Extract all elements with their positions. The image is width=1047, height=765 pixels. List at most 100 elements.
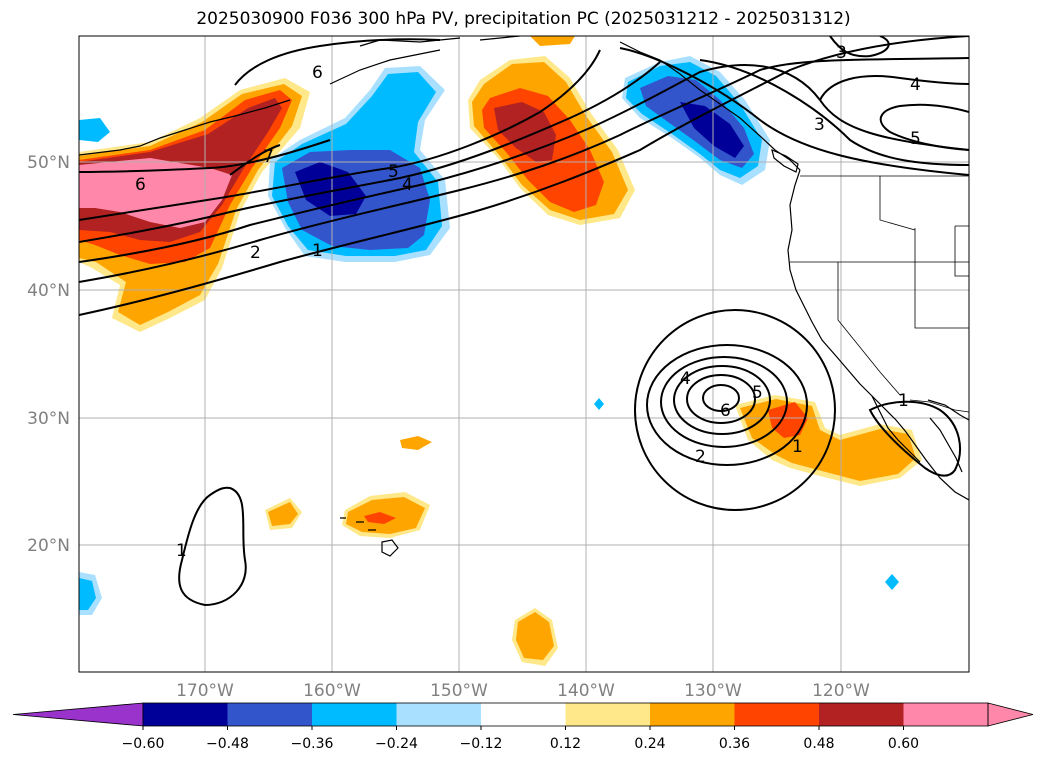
latitude-labels: 50°N 40°N 30°N 20°N (27, 153, 70, 556)
pv-contour-labels: 6 7 6 2 1 5 4 3 4 5 3 4 5 6 2 1 1 1 (135, 43, 921, 561)
lat-label-40n: 40°N (27, 281, 70, 301)
hawaii-big-island (381, 539, 399, 557)
pv-contour-1-main (79, 36, 969, 316)
colorbar-segment (734, 703, 820, 726)
top-positive-sliver (530, 36, 575, 46)
lon-label-130w: 130°W (684, 681, 742, 701)
northeast-negative-region-l4 (680, 102, 744, 158)
lat-label-50n: 50°N (27, 153, 70, 173)
contour-label-17: 1 (176, 541, 187, 561)
colorbar-tick-label: −0.24 (375, 736, 418, 752)
small-positive-blob-1 (400, 436, 432, 450)
us-mexico-border (909, 399, 969, 413)
cutoff-ring-6 (702, 384, 740, 412)
contour-label-15: 1 (792, 437, 803, 457)
pv-contour-6-north (234, 38, 441, 86)
pv-contour-southwest (178, 486, 247, 607)
cutoff-ring-2 (646, 344, 808, 466)
pv-contour-high-east (829, 36, 890, 58)
longitude-labels: 170°W 160°W 150°W 140°W 130°W 120°W (176, 681, 870, 701)
colorbar-segment (819, 703, 904, 726)
colorbar-segment (565, 703, 651, 726)
colorbar-tick-label: −0.48 (206, 736, 249, 752)
contour-label-7: 3 (836, 43, 847, 63)
contour-label-0: 6 (312, 63, 323, 83)
colorbar: −0.60 −0.48 −0.36 −0.24 −0.12 0.12 0.24 0.36 0.4… (12, 702, 1034, 752)
contour-label-6: 4 (402, 175, 413, 195)
colorbar-tick-label: 0.60 (888, 736, 919, 752)
colorbar-segment (481, 703, 566, 726)
small-positive-blob-2b (268, 502, 298, 526)
contour-label-8: 4 (910, 75, 921, 95)
colorbar-tick-label: 0.24 (634, 736, 665, 752)
colorbar-segment (143, 703, 228, 726)
pv-contour-6-main (79, 139, 331, 176)
lon-label-120w: 120°W (812, 681, 870, 701)
west-negative-blob (79, 118, 110, 142)
contour-label-5: 5 (388, 162, 399, 182)
southern-positive-region-l3 (768, 402, 808, 438)
positive-anomaly-shading (79, 36, 922, 666)
pv-contour-baja (868, 400, 961, 477)
contour-label-13: 6 (720, 401, 731, 421)
cutoff-ring-3 (660, 356, 788, 448)
colorbar-segment (903, 703, 989, 726)
contour-label-3: 2 (250, 243, 261, 263)
pv-contour-2-main (79, 57, 969, 283)
cutoff-ring-5 (686, 374, 756, 424)
map-panel: 6 7 6 2 1 5 4 3 4 5 3 4 5 6 2 1 1 1 (79, 36, 969, 672)
colorbar-segment (312, 703, 397, 726)
colorbar-tick-label: −0.36 (291, 736, 334, 752)
colorbar-segment (227, 703, 313, 726)
colorbar-tick-label: 0.12 (550, 736, 581, 752)
state-borders (790, 176, 969, 396)
alaska-aleutian-coast (79, 36, 521, 156)
southwest-negative-blob-l2 (79, 578, 96, 610)
contour-label-16: 1 (898, 391, 909, 411)
contour-label-4: 1 (312, 241, 323, 261)
contour-label-10: 3 (814, 115, 825, 135)
contour-label-1: 7 (263, 147, 274, 167)
colorbar-extend-low (12, 702, 144, 727)
vancouver-island (771, 148, 799, 173)
hawaii-islands (340, 517, 376, 531)
map-frame (78, 35, 970, 673)
pv-contours (79, 36, 969, 607)
cutoff-ring-4 (673, 365, 771, 435)
colorbar-tick-label: −0.12 (460, 736, 503, 752)
colorbar-extend-high (987, 702, 1034, 727)
lon-label-140w: 140°W (557, 681, 615, 701)
south-positive-blob-l2 (516, 612, 554, 660)
cutoff-ring-1 (634, 309, 836, 511)
lon-label-170w: 170°W (176, 681, 234, 701)
north-america-west-coast (787, 169, 969, 501)
western-positive-region-l5 (79, 158, 232, 228)
colorbar-segment (396, 703, 482, 726)
contour-label-14: 2 (695, 447, 706, 467)
colorbar-tick-label: −0.60 (122, 736, 165, 752)
lat-label-30n: 30°N (27, 409, 70, 429)
negative-anomaly-shading (79, 56, 899, 615)
hawaii-positive-blob-l3 (364, 512, 396, 524)
colorbar-tick-label: 0.48 (803, 736, 834, 752)
pv-contour-5-east (879, 103, 969, 151)
gulf-coast-mainland (927, 399, 969, 421)
pv-contour-5-main (79, 47, 969, 221)
contour-label-9: 5 (910, 129, 921, 149)
lon-label-160w: 160°W (303, 681, 361, 701)
pv-contour-4-main (79, 59, 969, 243)
contour-label-12: 5 (752, 383, 763, 403)
contour-label-2: 6 (135, 175, 146, 195)
colorbar-segment (650, 703, 735, 726)
colorbar-tick-label: 0.36 (719, 736, 750, 752)
graticule (79, 36, 969, 672)
lat-label-20n: 20°N (27, 536, 70, 556)
pv-contour-4-east (819, 75, 969, 101)
contour-label-11: 4 (680, 369, 691, 389)
tiny-negative-dot-2 (885, 574, 899, 590)
map-title: 2025030900 F036 300 hPa PV, precipitatio… (196, 9, 851, 29)
tiny-negative-dot-1 (594, 398, 604, 410)
political-borders (790, 175, 969, 413)
lon-label-150w: 150°W (430, 681, 488, 701)
